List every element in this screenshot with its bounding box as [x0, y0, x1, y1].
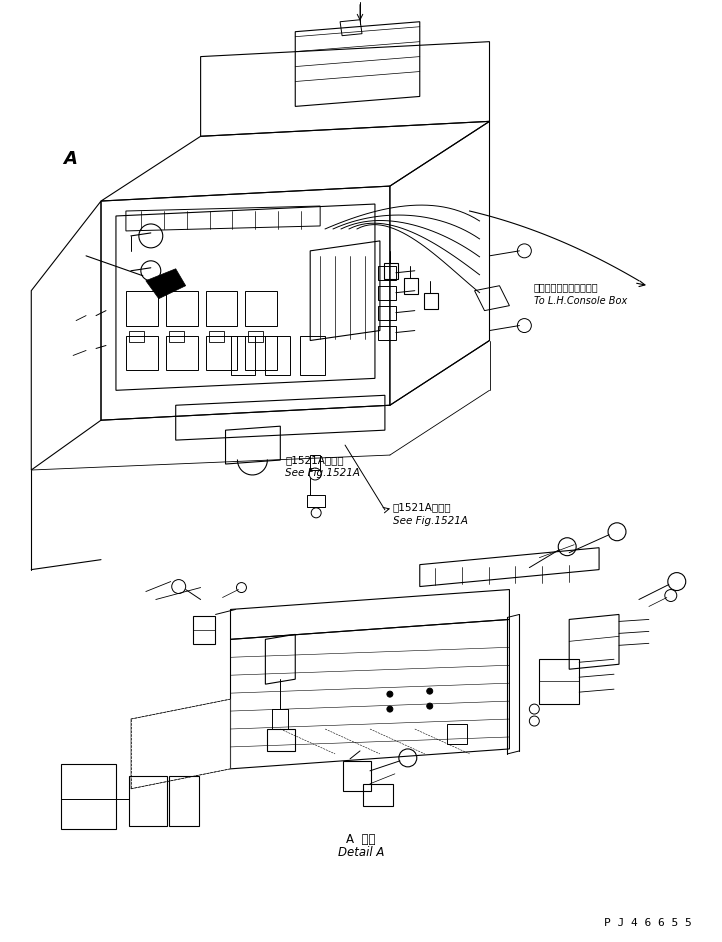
- Circle shape: [427, 703, 432, 709]
- Text: A: A: [63, 151, 77, 169]
- Text: To L.H.Console Box: To L.H.Console Box: [534, 296, 627, 306]
- Text: See Fig.1521A: See Fig.1521A: [393, 516, 468, 526]
- Text: See Fig.1521A: See Fig.1521A: [285, 468, 360, 478]
- Polygon shape: [146, 268, 186, 299]
- Text: P J 4 6 6 5 5: P J 4 6 6 5 5: [604, 918, 692, 928]
- Text: 左コンソールボックスへ: 左コンソールボックスへ: [534, 282, 599, 292]
- Text: 第1521A図参照: 第1521A図参照: [393, 502, 451, 512]
- Circle shape: [387, 691, 393, 697]
- Circle shape: [427, 689, 432, 694]
- Text: A  詳細: A 詳細: [347, 834, 375, 846]
- Circle shape: [387, 706, 393, 712]
- Text: Detail A: Detail A: [338, 847, 384, 859]
- Text: 第1521A図参照: 第1521A図参照: [285, 455, 344, 464]
